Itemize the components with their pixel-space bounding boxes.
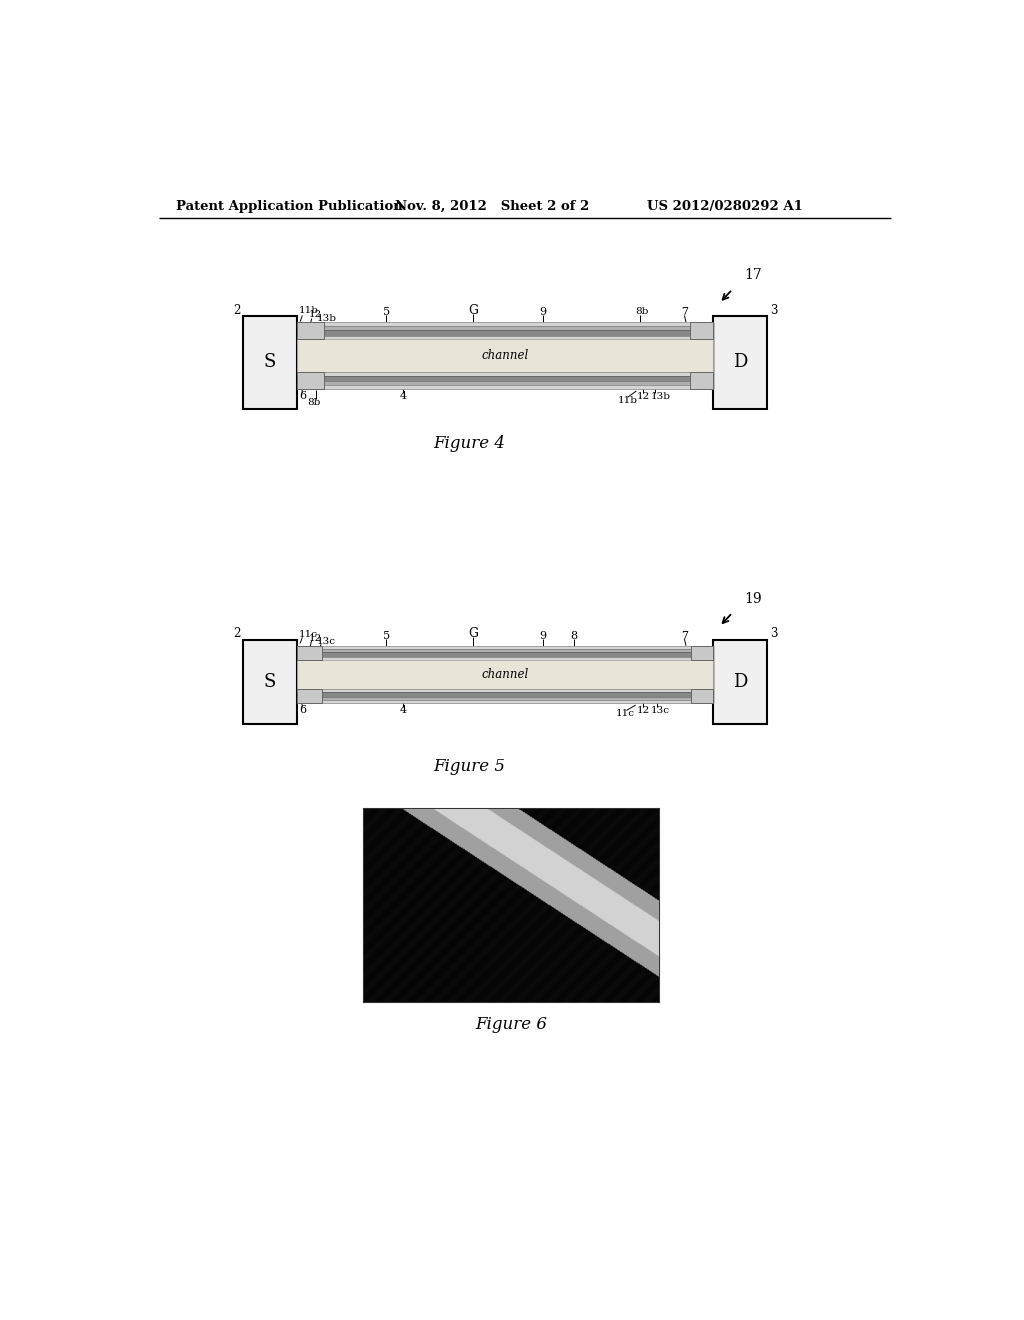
Bar xyxy=(297,339,713,372)
Text: G: G xyxy=(468,304,478,317)
Bar xyxy=(297,656,713,660)
Bar xyxy=(297,322,713,326)
Text: 12: 12 xyxy=(637,706,650,715)
Bar xyxy=(297,700,713,702)
Text: US 2012/0280292 A1: US 2012/0280292 A1 xyxy=(647,199,803,213)
Text: 11b: 11b xyxy=(617,396,638,405)
Text: 9: 9 xyxy=(539,308,546,317)
Text: S: S xyxy=(263,354,276,371)
Bar xyxy=(713,317,767,409)
Text: 13c: 13c xyxy=(317,638,336,647)
Bar xyxy=(297,652,713,656)
Bar xyxy=(297,376,713,381)
Text: Nov. 8, 2012   Sheet 2 of 2: Nov. 8, 2012 Sheet 2 of 2 xyxy=(395,199,590,213)
Text: Figure 5: Figure 5 xyxy=(433,758,505,775)
Text: 6: 6 xyxy=(299,391,306,401)
Text: 11b: 11b xyxy=(299,306,318,315)
Text: D: D xyxy=(733,354,748,371)
Text: 2: 2 xyxy=(233,627,241,640)
Text: G: G xyxy=(468,627,478,640)
Bar xyxy=(297,372,713,376)
Text: 13c: 13c xyxy=(651,706,670,715)
Text: Patent Application Publication: Patent Application Publication xyxy=(176,199,402,213)
Text: 19: 19 xyxy=(744,591,762,606)
Bar xyxy=(297,335,713,339)
Text: 4: 4 xyxy=(399,391,407,401)
Text: 12: 12 xyxy=(637,392,650,401)
Text: 3: 3 xyxy=(770,627,777,640)
Bar xyxy=(297,660,713,689)
Bar xyxy=(297,381,713,385)
Text: 11c: 11c xyxy=(616,709,635,718)
Text: 7: 7 xyxy=(681,631,688,640)
Text: 5: 5 xyxy=(383,308,390,317)
Bar xyxy=(690,372,713,388)
Bar xyxy=(297,330,713,335)
Text: 3: 3 xyxy=(770,304,777,317)
Bar xyxy=(297,692,713,697)
Text: 2: 2 xyxy=(233,304,241,317)
Bar xyxy=(691,645,713,660)
Bar xyxy=(691,689,713,702)
Text: 12: 12 xyxy=(308,310,322,319)
Text: 13b: 13b xyxy=(317,314,337,323)
Bar xyxy=(297,689,713,692)
Text: Figure 6: Figure 6 xyxy=(475,1016,548,1034)
Bar xyxy=(690,322,713,339)
Bar xyxy=(297,697,713,700)
Text: Figure 4: Figure 4 xyxy=(433,434,505,451)
Text: D: D xyxy=(733,673,748,690)
Text: channel: channel xyxy=(481,668,528,681)
Text: 8b: 8b xyxy=(307,399,321,407)
Bar xyxy=(297,385,713,388)
Bar xyxy=(365,809,658,1002)
Text: channel: channel xyxy=(481,348,528,362)
Text: 8b: 8b xyxy=(636,308,649,315)
Text: 5: 5 xyxy=(383,631,390,640)
Text: 6: 6 xyxy=(299,705,306,715)
Bar xyxy=(297,645,322,660)
Bar xyxy=(297,645,713,649)
Text: 13b: 13b xyxy=(651,392,671,401)
Bar xyxy=(297,326,713,330)
Bar xyxy=(713,640,767,725)
Text: 7: 7 xyxy=(681,308,688,317)
Text: 12: 12 xyxy=(308,634,322,643)
Text: 4: 4 xyxy=(399,705,407,715)
Bar xyxy=(297,372,324,388)
Text: 17: 17 xyxy=(744,268,762,282)
Bar xyxy=(243,317,297,409)
Text: 11c: 11c xyxy=(299,630,317,639)
Bar xyxy=(297,689,322,702)
Text: S: S xyxy=(263,673,276,690)
Text: 9: 9 xyxy=(539,631,546,640)
Bar xyxy=(297,649,713,652)
Bar xyxy=(297,322,324,339)
Bar xyxy=(243,640,297,725)
Text: 8: 8 xyxy=(570,631,578,640)
